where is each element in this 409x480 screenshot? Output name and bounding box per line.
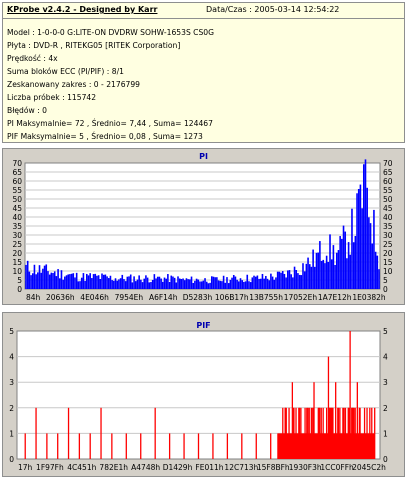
pi-y-tick-left: 20 bbox=[12, 249, 22, 258]
info-pif-stats: PIF Maksymalnie= 5 , Średnio= 0,08 , Sum… bbox=[7, 132, 203, 141]
pi-chart-panel: PI 0 0 5 5 10 10 15 15 20 20 25 25 30 30 35 35 40 40 45 45 5… bbox=[2, 148, 405, 305]
pif-y-tick-right: 5 bbox=[383, 327, 388, 336]
info-errors: Błędów : 0 bbox=[7, 106, 47, 115]
pif-y-tick-right: 2 bbox=[383, 404, 388, 413]
info-list: Model : 1-0-0-0 G:LITE-ON DVDRW SOHW-165… bbox=[7, 26, 214, 143]
info-panel: KProbe v2.4.2 - Designed by Karr Data/Cz… bbox=[2, 2, 405, 143]
pi-x-tick: 7954Eh bbox=[115, 293, 144, 302]
pi-y-tick-left: 5 bbox=[17, 276, 22, 285]
pi-x-tick: D5283h bbox=[183, 293, 213, 302]
pi-y-tick-right: 0 bbox=[383, 285, 388, 294]
info-model: Model : 1-0-0-0 G:LITE-ON DVDRW SOHW-165… bbox=[7, 28, 215, 37]
pif-y-tick-right: 0 bbox=[383, 455, 388, 464]
pi-y-tick-left: 65 bbox=[12, 168, 22, 177]
pi-y-tick-left: 25 bbox=[12, 240, 22, 249]
pif-x-tick: 4C451h bbox=[67, 463, 96, 472]
pi-x-tick: 20636h bbox=[46, 293, 75, 302]
pi-y-tick-right: 50 bbox=[383, 195, 393, 204]
pif-x-tick: 1930F3h bbox=[289, 463, 322, 472]
pif-x-tick: A4748h bbox=[131, 463, 160, 472]
pi-series bbox=[25, 159, 380, 289]
app-title: KProbe v2.4.2 - Designed by Karr bbox=[7, 5, 158, 14]
pif-y-tick-right: 1 bbox=[383, 429, 388, 438]
pi-y-tick-left: 35 bbox=[12, 222, 22, 231]
pif-y-tick-left: 0 bbox=[9, 455, 14, 464]
pif-x-tick: 15F8BFh bbox=[257, 463, 290, 472]
pif-x-tick: 1CC0FFh bbox=[320, 463, 354, 472]
pif-series bbox=[24, 331, 376, 459]
pi-y-tick-right: 15 bbox=[383, 258, 393, 267]
pif-chart-panel: PIF 0 0 1 1 2 2 3 3 4 4 5 5 17h 1F97Fh 4C451h 782E1h A47… bbox=[2, 312, 405, 477]
pi-y-tick-right: 5 bbox=[383, 276, 388, 285]
pi-x-tick: 4E046h bbox=[80, 293, 109, 302]
pi-y-tick-right: 25 bbox=[383, 240, 393, 249]
pi-x-tick: A6F14h bbox=[149, 293, 178, 302]
pi-y-tick-right: 40 bbox=[383, 213, 393, 222]
pi-y-tick-left: 15 bbox=[12, 258, 22, 267]
pi-y-tick-left: 0 bbox=[17, 285, 22, 294]
pif-y-tick-left: 1 bbox=[9, 429, 14, 438]
pi-y-tick-left: 45 bbox=[12, 204, 22, 213]
pi-x-tick: 1A7E12h bbox=[318, 293, 352, 302]
pif-y-tick-right: 4 bbox=[383, 353, 388, 362]
pi-y-tick-right: 20 bbox=[383, 249, 393, 258]
scan-date: Data/Czas : 2005-03-14 12:54:22 bbox=[206, 5, 340, 14]
pif-x-tick: FE011h bbox=[195, 463, 223, 472]
pif-y-tick-left: 2 bbox=[9, 404, 14, 413]
info-disc: Płyta : DVD-R , RITEKG05 [RITEK Corporat… bbox=[7, 41, 181, 50]
pi-x-tick: 84h bbox=[26, 293, 41, 302]
pi-y-tick-right: 60 bbox=[383, 177, 393, 186]
info-speed: Prędkość : 4x bbox=[7, 54, 58, 63]
info-header: KProbe v2.4.2 - Designed by Karr Data/Cz… bbox=[3, 3, 404, 19]
pi-y-tick-right: 45 bbox=[383, 204, 393, 213]
pi-x-tick: 106B17h bbox=[215, 293, 249, 302]
pif-x-tick: 1F97Fh bbox=[36, 463, 64, 472]
info-range: Zeskanowany zakres : 0 - 2176799 bbox=[7, 80, 141, 89]
pif-y-tick-left: 4 bbox=[9, 353, 14, 362]
pif-x-tick: 17h bbox=[18, 463, 33, 472]
pi-x-tick: 17052Eh bbox=[284, 293, 318, 302]
pi-y-tick-left: 10 bbox=[12, 267, 22, 276]
pif-x-tick: 2045C2h bbox=[352, 463, 386, 472]
pif-chart: 0 0 1 1 2 2 3 3 4 4 5 5 17h 1F97Fh 4C451h 782E1h A4748h D… bbox=[9, 327, 388, 472]
pi-y-tick-right: 70 bbox=[383, 159, 393, 168]
pi-x-tick: 1E0382h bbox=[352, 293, 386, 302]
pif-y-tick-right: 3 bbox=[383, 378, 388, 387]
pi-y-tick-left: 40 bbox=[12, 213, 22, 222]
pi-y-tick-left: 30 bbox=[12, 231, 22, 240]
pi-y-tick-left: 50 bbox=[12, 195, 22, 204]
pi-y-tick-left: 60 bbox=[12, 177, 22, 186]
pif-x-tick: D1429h bbox=[163, 463, 193, 472]
pi-y-tick-right: 55 bbox=[383, 186, 393, 195]
pif-chart-title: PIF bbox=[196, 321, 211, 330]
pi-y-tick-right: 30 bbox=[383, 231, 393, 240]
pi-y-tick-right: 10 bbox=[383, 267, 393, 276]
pi-y-tick-right: 35 bbox=[383, 222, 393, 231]
pif-x-tick: 782E1h bbox=[99, 463, 128, 472]
pif-y-tick-left: 3 bbox=[9, 378, 14, 387]
pif-y-tick-left: 5 bbox=[9, 327, 14, 336]
info-ecc-sum: Suma bloków ECC (PI/PIF) : 8/1 bbox=[7, 67, 124, 76]
pi-y-tick-left: 55 bbox=[12, 186, 22, 195]
pi-y-tick-left: 70 bbox=[12, 159, 22, 168]
pi-chart-title: PI bbox=[199, 152, 208, 161]
info-pi-stats: PI Maksymalnie= 72 , Średnio= 7,44 , Sum… bbox=[7, 119, 213, 128]
pi-y-tick-right: 65 bbox=[383, 168, 393, 177]
info-samples: Liczba próbek : 115742 bbox=[7, 93, 97, 102]
pif-x-tick: 12C713h bbox=[224, 463, 258, 472]
pi-x-tick: 13B755h bbox=[249, 293, 283, 302]
